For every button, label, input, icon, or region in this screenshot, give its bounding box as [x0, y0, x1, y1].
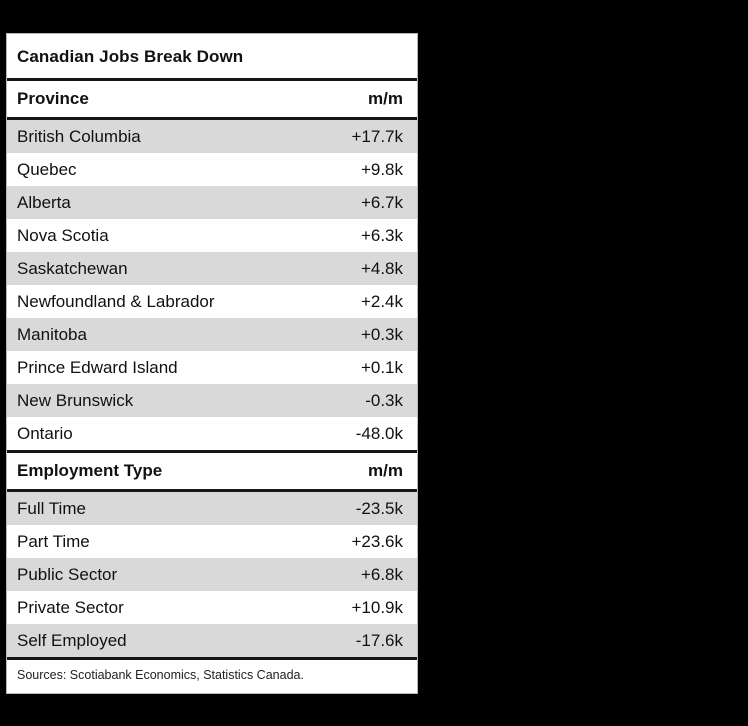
row-label: Private Sector: [17, 598, 124, 617]
row-label: Newfoundland & Labrador: [17, 292, 215, 311]
row-label: Full Time: [17, 499, 86, 518]
row-label: New Brunswick: [17, 391, 134, 410]
row-value: +6.7k: [360, 193, 403, 212]
row-value: +0.1k: [360, 358, 403, 377]
row-label: Quebec: [17, 160, 77, 179]
row-ontario: Ontario -48.0k: [7, 417, 417, 450]
row-value: +4.8k: [360, 259, 403, 278]
row-label: Public Sector: [17, 565, 118, 584]
row-part-time: Part Time +23.6k: [7, 525, 417, 558]
row-value: +9.8k: [360, 160, 403, 179]
row-value: -48.0k: [355, 424, 403, 443]
table-title: Canadian Jobs Break Down: [7, 34, 417, 81]
row-value: +6.3k: [360, 226, 403, 245]
row-prince-edward-island: Prince Edward Island +0.1k: [7, 351, 417, 384]
row-nova-scotia: Nova Scotia +6.3k: [7, 219, 417, 252]
row-label: Self Employed: [17, 631, 127, 650]
row-new-brunswick: New Brunswick -0.3k: [7, 384, 417, 417]
row-alberta: Alberta +6.7k: [7, 186, 417, 219]
row-manitoba: Manitoba +0.3k: [7, 318, 417, 351]
row-value: -17.6k: [355, 631, 403, 650]
row-self-employed: Self Employed -17.6k: [7, 624, 417, 657]
row-public-sector: Public Sector +6.8k: [7, 558, 417, 591]
row-label: Manitoba: [17, 325, 87, 344]
row-value: +0.3k: [360, 325, 403, 344]
row-label: Alberta: [17, 193, 71, 212]
row-value: +10.9k: [351, 598, 403, 617]
row-value: -23.5k: [355, 499, 403, 518]
row-value: +6.8k: [360, 565, 403, 584]
row-private-sector: Private Sector +10.9k: [7, 591, 417, 624]
row-full-time: Full Time -23.5k: [7, 492, 417, 525]
province-header-unit: m/m: [368, 89, 403, 108]
row-label: Part Time: [17, 532, 90, 551]
row-label: Saskatchewan: [17, 259, 128, 278]
row-label: Prince Edward Island: [17, 358, 178, 377]
employment-type-header-label: Employment Type: [17, 461, 163, 480]
employment-type-header-unit: m/m: [368, 461, 403, 480]
row-value: +17.7k: [351, 127, 403, 146]
row-value: +2.4k: [360, 292, 403, 311]
employment-type-section-header: Employment Type m/m: [7, 450, 417, 492]
province-section-header: Province m/m: [7, 81, 417, 120]
row-label: British Columbia: [17, 127, 141, 146]
row-british-columbia: British Columbia +17.7k: [7, 120, 417, 153]
jobs-breakdown-table: Canadian Jobs Break Down Province m/m Br…: [6, 33, 418, 694]
province-header-label: Province: [17, 89, 89, 108]
row-quebec: Quebec +9.8k: [7, 153, 417, 186]
row-saskatchewan: Saskatchewan +4.8k: [7, 252, 417, 285]
row-value: -0.3k: [365, 391, 403, 410]
row-value: +23.6k: [351, 532, 403, 551]
row-label: Ontario: [17, 424, 73, 443]
row-label: Nova Scotia: [17, 226, 109, 245]
sources-note: Sources: Scotiabank Economics, Statistic…: [7, 657, 417, 693]
row-newfoundland-labrador: Newfoundland & Labrador +2.4k: [7, 285, 417, 318]
